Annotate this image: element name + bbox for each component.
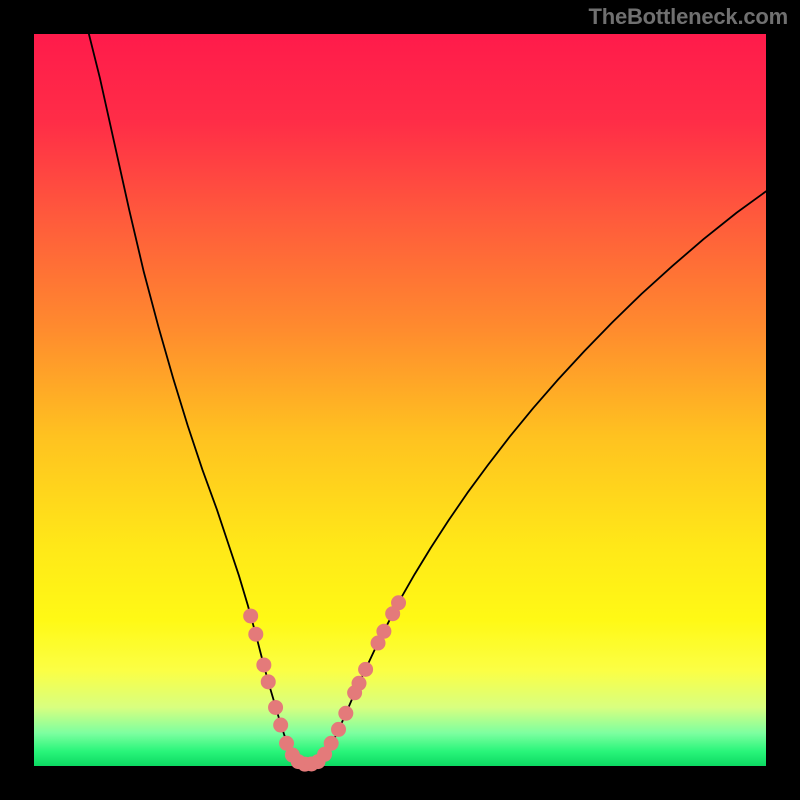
chart-page: { "canvas": { "width": 800, "height": 80… (0, 0, 800, 800)
marker-dot (324, 736, 338, 750)
bottleneck-chart (0, 0, 800, 800)
marker-dot (244, 609, 258, 623)
marker-dot (339, 706, 353, 720)
marker-dot (257, 658, 271, 672)
plot-gradient-background (34, 34, 766, 766)
marker-dot (261, 675, 275, 689)
marker-dot (377, 624, 391, 638)
marker-dot (359, 662, 373, 676)
watermark-text: TheBottleneck.com (588, 4, 788, 30)
marker-dot (249, 627, 263, 641)
marker-dot (352, 676, 366, 690)
marker-dot (392, 596, 406, 610)
marker-dot (332, 722, 346, 736)
marker-dot (269, 700, 283, 714)
marker-dot (274, 718, 288, 732)
